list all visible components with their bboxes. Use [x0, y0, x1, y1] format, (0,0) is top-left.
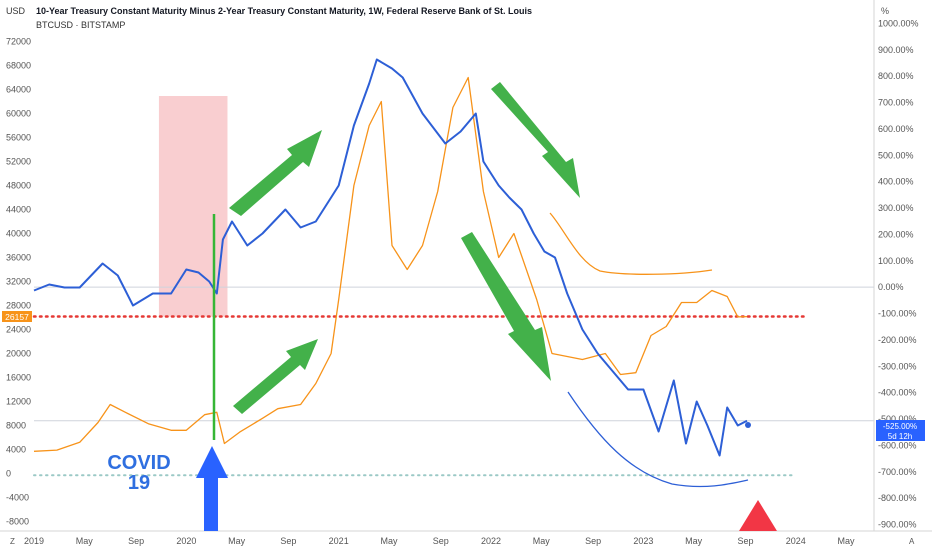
- covid-arrow-up: [196, 446, 228, 531]
- right-tick-label: -100.00%: [878, 309, 917, 319]
- right-tick-label: -200.00%: [878, 335, 917, 345]
- right-tick-label: -700.00%: [878, 467, 917, 477]
- left-tick-label: 24000: [6, 325, 31, 335]
- left-tick-label: 68000: [6, 61, 31, 71]
- x-tick-label: 2019: [24, 536, 44, 546]
- right-tick-label: 900.00%: [878, 45, 914, 55]
- left-tick-label: 72000: [6, 37, 31, 47]
- x-tick-label: 2023: [633, 536, 653, 546]
- right-tick-label: 200.00%: [878, 229, 914, 239]
- x-tick-label: May: [76, 536, 94, 546]
- left-tick-label: -8000: [6, 517, 29, 527]
- right-tick-label: 400.00%: [878, 177, 914, 187]
- right-tick-label: -400.00%: [878, 388, 917, 398]
- left-tick-label: 28000: [6, 301, 31, 311]
- x-tick-label: Sep: [737, 536, 753, 546]
- x-tick-label: May: [533, 536, 551, 546]
- x-axis-ticks: 2019 May Sep 2020 May Sep 2021 May Sep 2022 May Sep…: [24, 536, 855, 546]
- left-tick-label: 64000: [6, 85, 31, 95]
- left-tick-label: 8000: [6, 421, 26, 431]
- orange-drawn-curve: [549, 212, 713, 275]
- covid-label-line1: COVID: [107, 452, 170, 474]
- left-tick-label: 44000: [6, 205, 31, 215]
- percent-tag: -525.00% 5d 12h: [876, 420, 925, 441]
- x-tick-label: 2020: [176, 536, 196, 546]
- yield-spread-line: [33, 58, 748, 457]
- right-tick-label: -600.00%: [878, 440, 917, 450]
- corner-left-label[interactable]: Z: [10, 537, 15, 546]
- left-tick-label: 48000: [6, 181, 31, 191]
- right-tick-label: -800.00%: [878, 493, 917, 503]
- red-triangle-marker: [739, 500, 777, 531]
- green-arrow-down-2: [461, 232, 551, 381]
- x-tick-label: 2024: [786, 536, 806, 546]
- x-tick-label: May: [228, 536, 246, 546]
- current-price-dot: [745, 422, 751, 428]
- corner-right-label[interactable]: A: [909, 537, 915, 546]
- left-tick-label: 12000: [6, 397, 31, 407]
- left-tick-label: -4000: [6, 493, 29, 503]
- btc-price-line: [33, 76, 748, 452]
- right-tick-label: 600.00%: [878, 124, 914, 134]
- right-tick-label: 500.00%: [878, 150, 914, 160]
- series-group: [33, 58, 748, 457]
- price-tag: 26157: [2, 311, 32, 322]
- currency-label: USD: [6, 6, 26, 16]
- x-tick-label: May: [837, 536, 855, 546]
- x-tick-label: Sep: [585, 536, 601, 546]
- right-tick-label: 700.00%: [878, 98, 914, 108]
- right-axis-ticks: 1000.00% 900.00% 800.00% 700.00% 600.00% 500.…: [878, 19, 919, 530]
- covid-label-line2: 19: [128, 472, 150, 494]
- x-tick-label: May: [380, 536, 398, 546]
- x-tick-label: 2021: [329, 536, 349, 546]
- percent-tag-line2: 5d 12h: [888, 432, 912, 441]
- chart-title: 10-Year Treasury Constant Maturity Minus…: [36, 6, 532, 16]
- right-tick-label: 0.00%: [878, 282, 904, 292]
- left-tick-label: 52000: [6, 157, 31, 167]
- green-arrow-up-1: [229, 130, 322, 216]
- x-tick-label: Sep: [128, 536, 144, 546]
- left-axis-ticks: 72000 68000 64000 60000 56000 52000 48000 44000…: [6, 37, 31, 527]
- green-arrow-up-2: [233, 339, 318, 414]
- price-tag-text: 26157: [5, 312, 29, 322]
- right-tick-label: -300.00%: [878, 361, 917, 371]
- percent-tag-line1: -525.00%: [883, 422, 917, 431]
- right-tick-label: -900.00%: [878, 520, 917, 530]
- right-tick-label: 1000.00%: [878, 19, 919, 29]
- right-unit-label: %: [881, 6, 889, 16]
- right-tick-label: 100.00%: [878, 256, 914, 266]
- left-tick-label: 56000: [6, 133, 31, 143]
- left-tick-label: 36000: [6, 253, 31, 263]
- x-tick-label: May: [685, 536, 703, 546]
- left-tick-label: 40000: [6, 229, 31, 239]
- covid-shaded-region: [158, 96, 228, 317]
- left-tick-label: 0: [6, 469, 11, 479]
- blue-drawn-curve: [567, 391, 749, 488]
- left-tick-label: 20000: [6, 349, 31, 359]
- left-tick-label: 16000: [6, 373, 31, 383]
- right-tick-label: 300.00%: [878, 203, 914, 213]
- left-tick-label: 32000: [6, 277, 31, 287]
- left-tick-label: 60000: [6, 109, 31, 119]
- x-tick-label: Sep: [433, 536, 449, 546]
- right-tick-label: -500.00%: [878, 414, 917, 424]
- x-tick-label: Sep: [280, 536, 296, 546]
- right-tick-label: 800.00%: [878, 71, 914, 81]
- x-tick-label: 2022: [481, 536, 501, 546]
- left-tick-label: 4000: [6, 445, 26, 455]
- green-arrow-down-1: [491, 82, 580, 198]
- chart-subtitle: BTCUSD · BITSTAMP: [36, 20, 125, 30]
